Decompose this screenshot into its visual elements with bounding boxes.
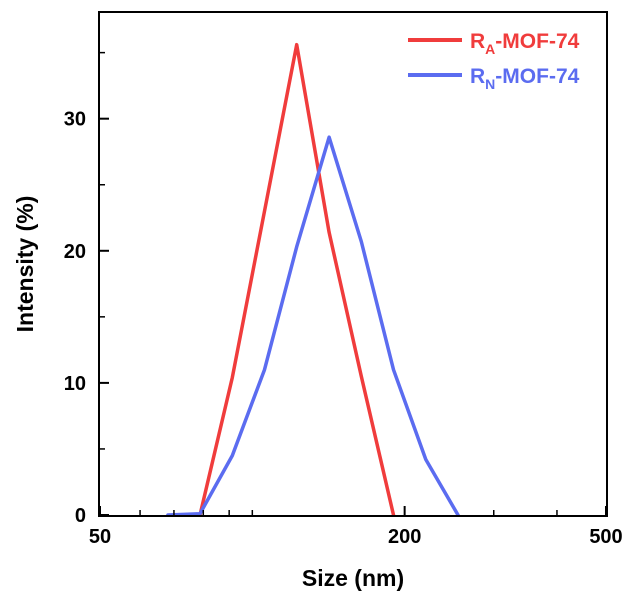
legend-label-2: RN-MOF-74 xyxy=(470,65,580,92)
y-tick-label-10: 10 xyxy=(64,373,86,395)
series-layer xyxy=(166,42,460,517)
y-tick-label-0: 0 xyxy=(75,505,86,527)
legend-label-1: RA-MOF-74 xyxy=(470,30,580,57)
y-tick-label-20: 20 xyxy=(64,241,86,263)
plot-frame xyxy=(98,11,608,517)
y-tick-label-30: 30 xyxy=(64,109,86,131)
series-line-2 xyxy=(166,135,460,517)
y-axis-label: Intensity (%) xyxy=(12,196,38,333)
x-axis-ticks: 50 200 500 xyxy=(89,506,623,548)
legend: RA-MOF-74 RN-MOF-74 xyxy=(408,30,580,92)
x-tick-label-50: 50 xyxy=(89,526,111,548)
y-axis-ticks: 0 10 20 30 xyxy=(64,51,109,527)
x-axis-label: Size (nm) xyxy=(302,565,404,591)
x-tick-label-200: 200 xyxy=(388,526,421,548)
series-line-1 xyxy=(198,42,396,517)
x-tick-label-500: 500 xyxy=(589,526,622,548)
